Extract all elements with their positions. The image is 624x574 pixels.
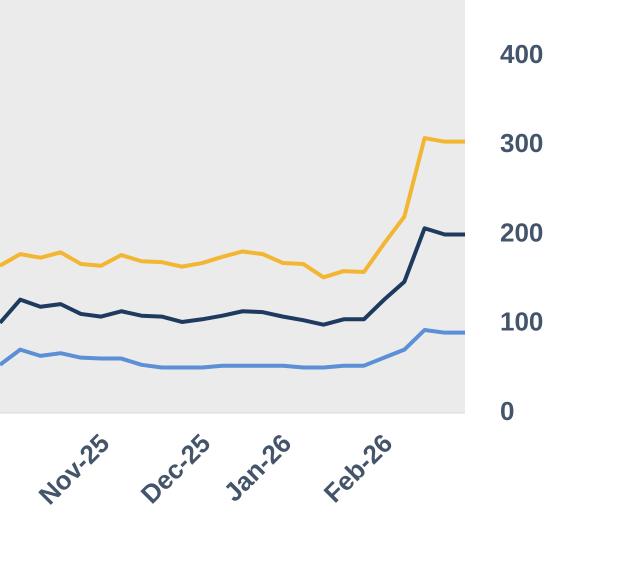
x-tick-label: Dec-25	[135, 428, 217, 510]
x-tick-label: Nov-25	[33, 428, 116, 511]
y-tick-label: 100	[500, 307, 543, 337]
y-tick-label: 0	[500, 396, 514, 426]
y-tick-label: 200	[500, 217, 543, 247]
y-tick-label: 400	[500, 39, 543, 69]
plot-area	[0, 0, 465, 413]
series-line	[0, 226, 465, 327]
series-line	[0, 136, 465, 280]
series-line	[0, 327, 465, 370]
x-tick-label: Jan-26	[218, 428, 297, 507]
x-tick-label: Feb-26	[318, 428, 398, 508]
y-tick-label: 300	[500, 128, 543, 158]
